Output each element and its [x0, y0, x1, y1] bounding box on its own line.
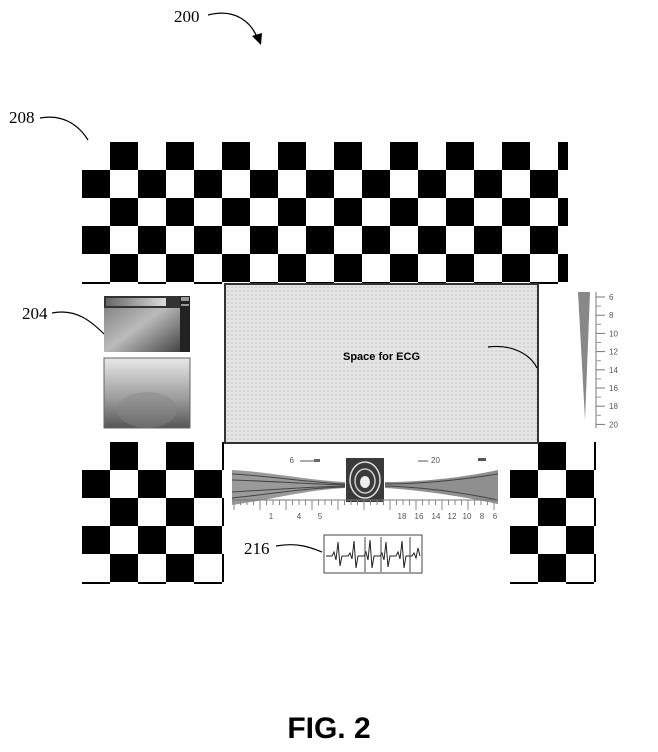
leader-200-arrowhead [252, 33, 262, 45]
leader-216 [276, 545, 322, 552]
figure-caption: FIG. 2 [0, 712, 658, 746]
leader-208 [40, 117, 88, 140]
leader-204 [52, 312, 104, 334]
bottom-scale-right-label: 6 [493, 512, 498, 521]
bottom-scale-right-label: 16 [415, 512, 424, 521]
ecg-strip [324, 535, 422, 573]
bottom-scale-panel: 6 20 145181614121086 [232, 456, 498, 521]
ultrasound-image-top [104, 296, 190, 352]
right-scale-label: 20 [609, 420, 618, 429]
right-scale-label: 8 [609, 311, 614, 320]
bottom-scale-left-label: 1 [269, 512, 274, 521]
bottom-scale-top-left-label: 6 [290, 456, 295, 465]
bottom-scale-top-right-label: 20 [431, 456, 440, 465]
leader-212 [488, 346, 537, 368]
right-depth-scale: 6 8 10 12 14 16 18 20 [578, 292, 618, 429]
right-scale-label: 12 [609, 348, 618, 357]
bottom-scale-right-label: 8 [480, 512, 485, 521]
ultrasound-image-bottom [104, 358, 190, 428]
right-scale-label: 6 [609, 293, 614, 302]
bottom-scale-right-label: 14 [432, 512, 441, 521]
leader-200-arrow [208, 13, 258, 40]
right-scale-label: 16 [609, 384, 618, 393]
right-scale-label: 18 [609, 402, 618, 411]
bottom-scale-right-label: 10 [463, 512, 472, 521]
bottom-scale-right-label: 18 [398, 512, 407, 521]
right-scale-label: 10 [609, 329, 618, 338]
bottom-scale-right-label: 12 [448, 512, 457, 521]
right-scale-label: 14 [609, 366, 618, 375]
bottom-scale-left-label: 5 [318, 512, 323, 521]
bottom-scale-left-label: 4 [297, 512, 302, 521]
